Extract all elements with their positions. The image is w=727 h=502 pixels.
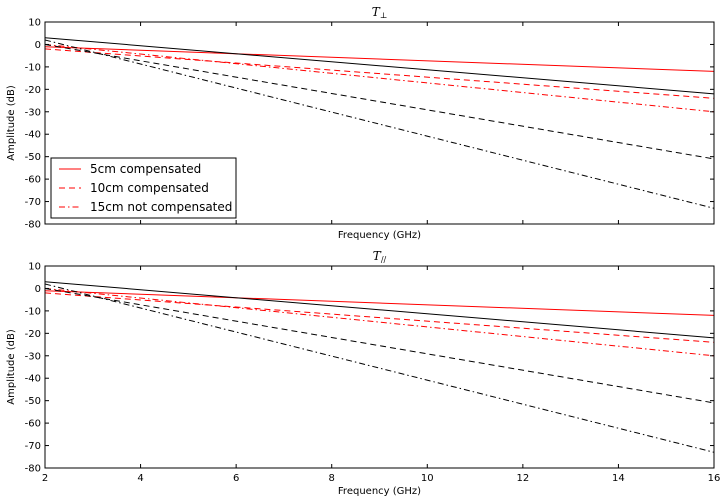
y-tick-label: -10 xyxy=(25,62,41,73)
y-tick-label: 10 xyxy=(28,18,41,29)
y-tick-label: -30 xyxy=(25,107,41,118)
y-tick-label: -70 xyxy=(25,197,41,208)
y-tick-label: -80 xyxy=(25,464,41,475)
chart-title: T// xyxy=(373,249,387,264)
series-line-1 xyxy=(45,290,714,316)
legend-label-1: 5cm compensated xyxy=(90,162,201,176)
series-line-6 xyxy=(45,283,714,453)
series-line-1 xyxy=(45,46,714,72)
chart-title: T⊥ xyxy=(372,5,388,20)
y-tick-label: 0 xyxy=(35,284,41,295)
series-line-3 xyxy=(45,43,714,113)
x-tick-label: 4 xyxy=(137,473,143,484)
series-line-3 xyxy=(45,287,714,357)
y-tick-label: -20 xyxy=(25,329,41,340)
y-axis-label: Amplitude (dB) xyxy=(6,85,17,161)
series-line-4 xyxy=(45,37,714,95)
legend-label-3: 15cm not compensated xyxy=(90,200,232,214)
y-tick-label: 10 xyxy=(28,262,41,273)
plot-frame xyxy=(44,21,715,225)
y-tick-label: -80 xyxy=(25,220,41,231)
legend-label-2: 10cm compensated xyxy=(90,181,209,195)
y-tick-label: -50 xyxy=(25,152,41,163)
series-group xyxy=(45,37,714,209)
y-tick-label: -40 xyxy=(25,130,41,141)
x-tick-label: 12 xyxy=(516,473,529,484)
y-tick-label: -20 xyxy=(25,85,41,96)
x-tick-label: 14 xyxy=(612,473,625,484)
y-tick-label: -50 xyxy=(25,396,41,407)
x-axis-label: Frequency (GHz) xyxy=(338,486,421,497)
x-axis-label: Frequency (GHz) xyxy=(338,230,421,241)
chart-title-subscript: // xyxy=(381,255,387,264)
subplot-1: 10 0 -10 -20 -30 -40 -50 -60 -70 -80 Frequency (GH… xyxy=(6,5,715,241)
y-tick-label: -10 xyxy=(25,306,41,317)
x-tick-label: 16 xyxy=(708,473,721,484)
chart-title-subscript: ⊥ xyxy=(380,11,388,20)
y-axis-label: Amplitude (dB) xyxy=(6,329,17,405)
plot-frame xyxy=(44,265,715,469)
y-tick-label: -40 xyxy=(25,374,41,385)
legend: 5cm compensated 10cm compensated 15cm not … xyxy=(50,157,237,219)
series-group xyxy=(45,281,714,453)
y-tick-label: -60 xyxy=(25,419,41,430)
y-tick-label: -30 xyxy=(25,351,41,362)
series-line-2 xyxy=(45,292,714,343)
legend-box xyxy=(50,157,237,219)
y-tick-label: -60 xyxy=(25,175,41,186)
series-line-5 xyxy=(45,287,714,404)
y-tick-label: -70 xyxy=(25,441,41,452)
x-tick-label: 6 xyxy=(233,473,239,484)
x-tick-label: 2 xyxy=(42,473,48,484)
y-tick-label: 0 xyxy=(35,40,41,51)
series-line-2 xyxy=(45,48,714,99)
subplot-2: 10 0 -10 -20 -30 -40 -50 -60 -70 -802 4 6 8 10 12 14 16 F… xyxy=(6,249,720,497)
series-line-5 xyxy=(45,43,714,160)
x-tick-label: 10 xyxy=(421,473,434,484)
series-line-4 xyxy=(45,281,714,339)
x-tick-label: 8 xyxy=(329,473,335,484)
